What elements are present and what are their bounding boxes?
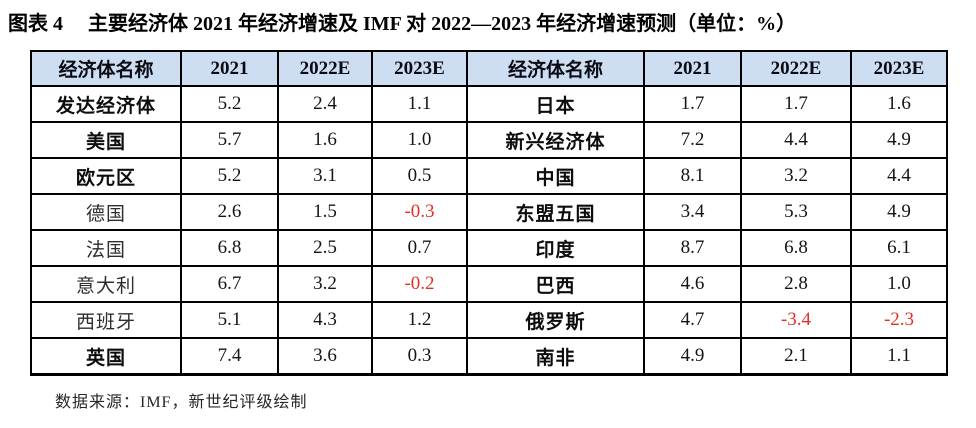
growth-value-cell: 0.3 <box>371 337 468 376</box>
economy-name-cell: 美国 <box>30 121 182 159</box>
growth-value-cell: 2.1 <box>740 337 852 376</box>
growth-value-cell: 4.9 <box>850 121 948 159</box>
growth-value-cell: 6.7 <box>180 265 279 303</box>
economy-name-cell: 欧元区 <box>30 157 182 195</box>
figure-title-text: 主要经济体 2021 年经济增速及 IMF 对 2022—2023 年经济增速预… <box>88 13 797 35</box>
growth-value-cell: 4.4 <box>850 157 948 195</box>
col-header-economy-left: 经济体名称 <box>30 50 182 87</box>
growth-value-cell: 6.1 <box>850 229 948 267</box>
growth-value-cell: 4.4 <box>740 121 852 159</box>
growth-value-cell: 4.3 <box>277 301 373 339</box>
growth-value-cell: 2.5 <box>277 229 373 267</box>
growth-value-cell: 5.2 <box>180 85 279 123</box>
growth-value-cell: 5.2 <box>180 157 279 195</box>
growth-value-cell: 5.7 <box>180 121 279 159</box>
growth-value-cell: 5.3 <box>740 193 852 231</box>
economy-name-cell: 英国 <box>30 337 182 376</box>
table-row: 英国 7.4 3.6 0.3 南非 4.9 2.1 1.1 <box>30 337 948 376</box>
economy-name-cell: 中国 <box>466 157 645 195</box>
growth-value-cell: 1.0 <box>371 121 468 159</box>
growth-value-cell: 6.8 <box>740 229 852 267</box>
col-header-economy-right: 经济体名称 <box>466 50 645 87</box>
growth-value-cell: -3.4 <box>740 301 852 339</box>
growth-value-cell: 4.9 <box>850 193 948 231</box>
economy-name-cell: 意大利 <box>30 265 182 303</box>
table-row: 德国 2.6 1.5 -0.3 东盟五国 3.4 5.3 4.9 <box>30 193 948 231</box>
growth-value-cell: 1.7 <box>740 85 852 123</box>
col-header-2022e-right: 2022E <box>740 50 852 87</box>
growth-value-cell: 4.6 <box>643 265 742 303</box>
growth-value-cell: 1.2 <box>371 301 468 339</box>
figure-title: 图表 4 主要经济体 2021 年经济增速及 IMF 对 2022—2023 年经… <box>0 0 976 37</box>
growth-value-cell: 8.1 <box>643 157 742 195</box>
growth-value-cell: 0.5 <box>371 157 468 195</box>
growth-value-cell: -0.2 <box>371 265 468 303</box>
col-header-2021-left: 2021 <box>180 50 279 87</box>
growth-value-cell: -2.3 <box>850 301 948 339</box>
figure-number-label: 图表 4 <box>8 13 63 35</box>
growth-value-cell: 0.7 <box>371 229 468 267</box>
growth-value-cell: 1.5 <box>277 193 373 231</box>
table-row: 欧元区 5.2 3.1 0.5 中国 8.1 3.2 4.4 <box>30 157 948 195</box>
growth-value-cell: 3.6 <box>277 337 373 376</box>
growth-value-cell: 2.4 <box>277 85 373 123</box>
table-row: 意大利 6.7 3.2 -0.2 巴西 4.6 2.8 1.0 <box>30 265 948 303</box>
growth-value-cell: 1.1 <box>371 85 468 123</box>
col-header-2023e-right: 2023E <box>850 50 948 87</box>
economy-name-cell: 日本 <box>466 85 645 123</box>
growth-value-cell: 8.7 <box>643 229 742 267</box>
table-row: 美国 5.7 1.6 1.0 新兴经济体 7.2 4.4 4.9 <box>30 121 948 159</box>
table-row: 法国 6.8 2.5 0.7 印度 8.7 6.8 6.1 <box>30 229 948 267</box>
growth-value-cell: -0.3 <box>371 193 468 231</box>
growth-value-cell: 2.6 <box>180 193 279 231</box>
growth-value-cell: 3.2 <box>740 157 852 195</box>
economy-name-cell: 巴西 <box>466 265 645 303</box>
growth-value-cell: 7.2 <box>643 121 742 159</box>
table-row: 发达经济体 5.2 2.4 1.1 日本 1.7 1.7 1.6 <box>30 85 948 123</box>
data-source-note: 数据来源：IMF，新世纪评级绘制 <box>55 394 308 411</box>
growth-value-cell: 1.7 <box>643 85 742 123</box>
economy-name-cell: 东盟五国 <box>466 193 645 231</box>
growth-value-cell: 1.6 <box>277 121 373 159</box>
economy-name-cell: 发达经济体 <box>30 85 182 123</box>
economy-name-cell: 俄罗斯 <box>466 301 645 339</box>
economy-name-cell: 法国 <box>30 229 182 267</box>
growth-value-cell: 1.6 <box>850 85 948 123</box>
growth-value-cell: 3.4 <box>643 193 742 231</box>
table-row: 西班牙 5.1 4.3 1.2 俄罗斯 4.7 -3.4 -2.3 <box>30 301 948 339</box>
growth-value-cell: 4.7 <box>643 301 742 339</box>
economy-name-cell: 德国 <box>30 193 182 231</box>
growth-table: 经济体名称 2021 2022E 2023E 经济体名称 2021 2022E … <box>30 50 948 376</box>
growth-value-cell: 1.1 <box>850 337 948 376</box>
growth-value-cell: 3.1 <box>277 157 373 195</box>
header-row: 经济体名称 2021 2022E 2023E 经济体名称 2021 2022E … <box>30 50 948 87</box>
economy-name-cell: 新兴经济体 <box>466 121 645 159</box>
growth-value-cell: 2.8 <box>740 265 852 303</box>
growth-value-cell: 1.0 <box>850 265 948 303</box>
growth-value-cell: 3.2 <box>277 265 373 303</box>
col-header-2022e-left: 2022E <box>277 50 373 87</box>
growth-value-cell: 7.4 <box>180 337 279 376</box>
economy-name-cell: 印度 <box>466 229 645 267</box>
economy-name-cell: 西班牙 <box>30 301 182 339</box>
growth-value-cell: 5.1 <box>180 301 279 339</box>
col-header-2021-right: 2021 <box>643 50 742 87</box>
growth-value-cell: 4.9 <box>643 337 742 376</box>
growth-value-cell: 6.8 <box>180 229 279 267</box>
economy-name-cell: 南非 <box>466 337 645 376</box>
col-header-2023e-left: 2023E <box>371 50 468 87</box>
